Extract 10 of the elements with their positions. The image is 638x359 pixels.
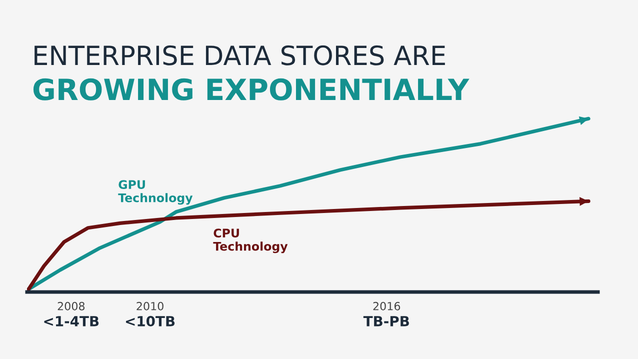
chart-subtitle: GROWING EXPONENTIALLY [33, 78, 470, 100]
text: TB-PB [363, 316, 409, 326]
chart-title: ENTERPRISE DATA STORES ARE [34, 45, 445, 66]
text: <1-4TB [44, 316, 99, 326]
x-tick-label: 2016 [373, 302, 400, 310]
x-tick-label: 2008 [58, 302, 85, 310]
text: <10TB [126, 316, 175, 326]
x-tick-label: 2010 [136, 302, 164, 310]
series-label: CPU Technology [213, 228, 288, 254]
series-label: GPU Technology [118, 180, 193, 205]
